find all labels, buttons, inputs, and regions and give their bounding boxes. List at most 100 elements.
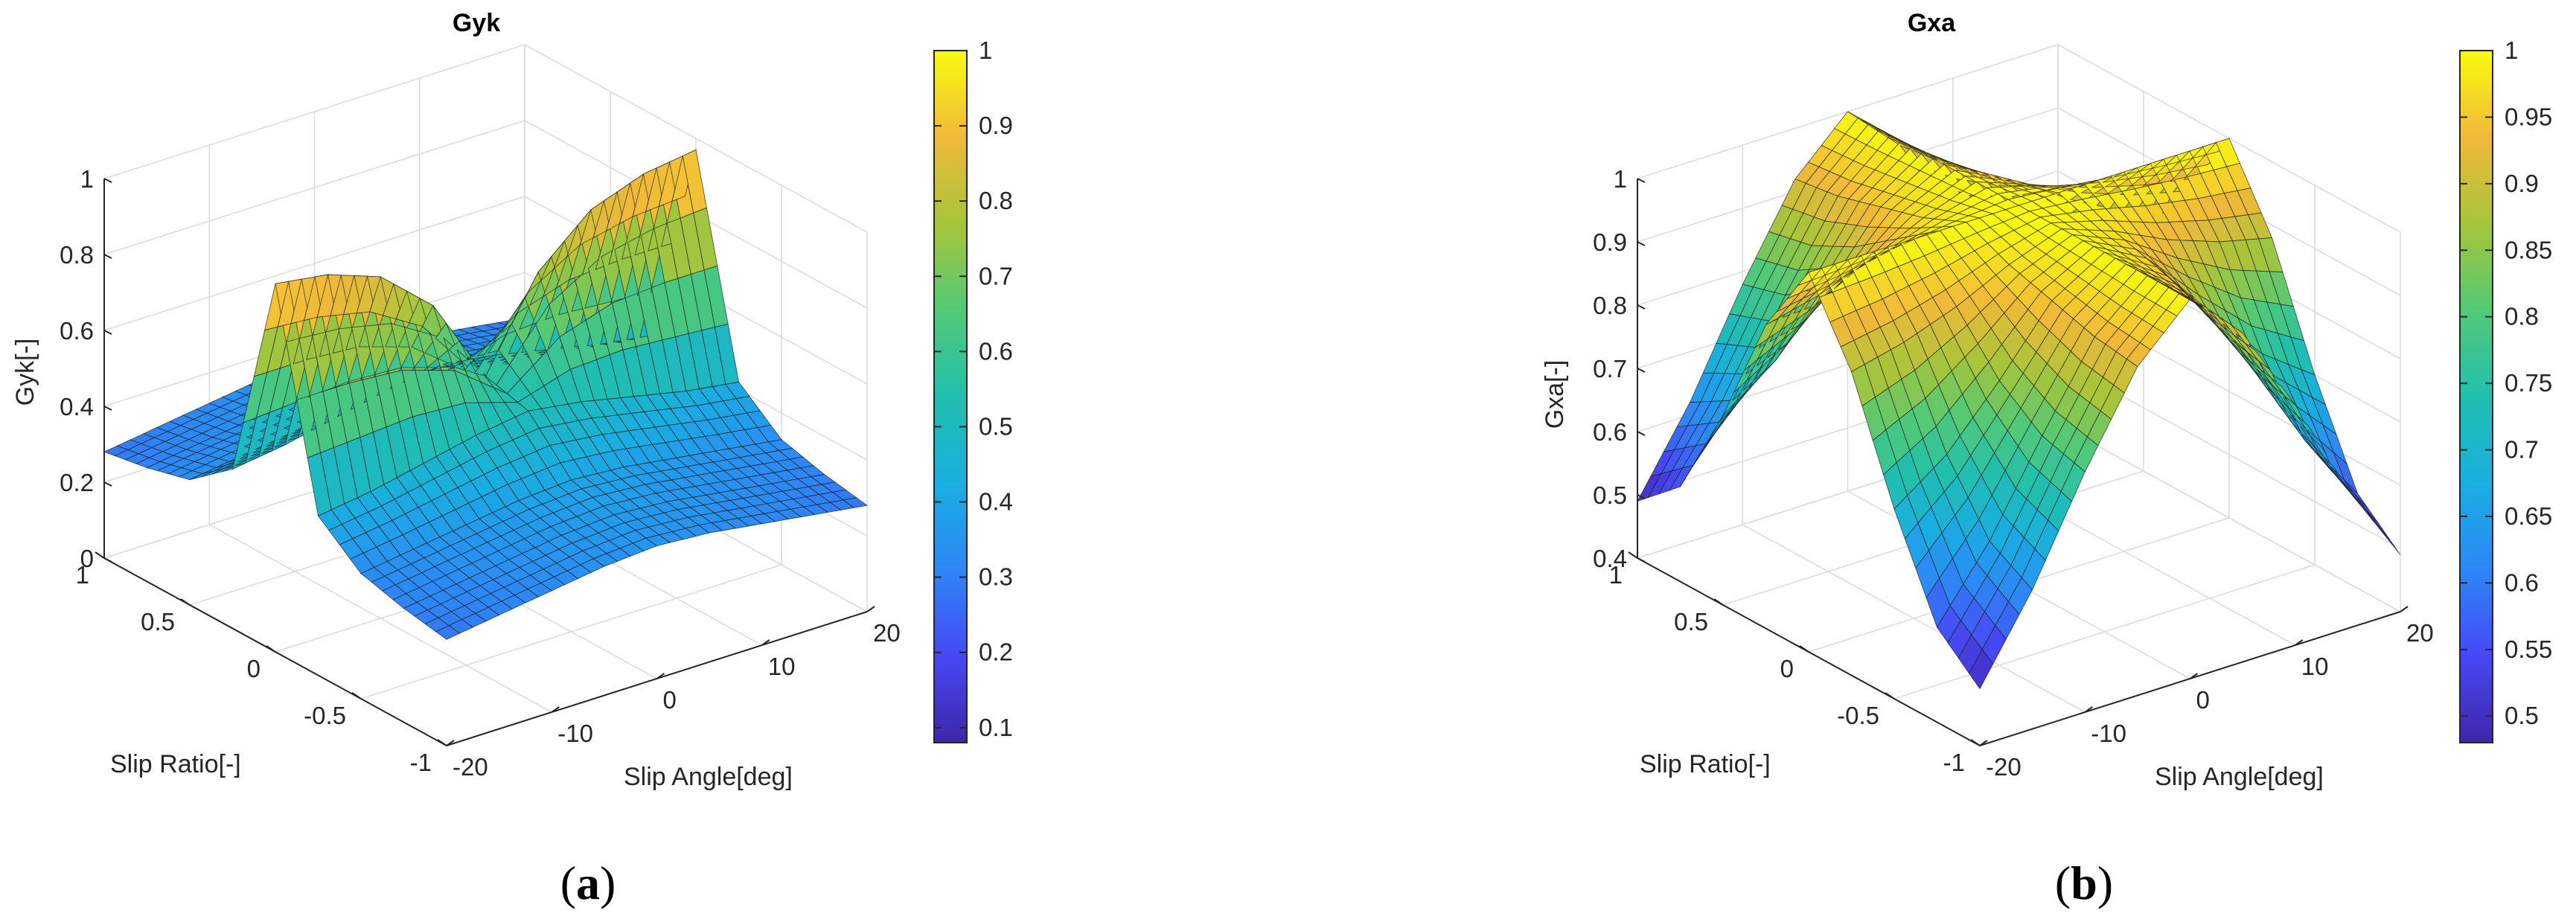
z-tick-mark <box>1637 241 1646 246</box>
y-tick-label: -1 <box>410 749 432 776</box>
colorbar-tick-label: 0.9 <box>979 112 1013 139</box>
y-tick-mark <box>1628 551 1638 559</box>
x-tick-mark <box>2189 673 2199 679</box>
z-tick-label: 0.4 <box>60 393 94 420</box>
z-tick-label: 1 <box>1614 165 1627 193</box>
colorbar-tick-label: 0.3 <box>979 563 1013 591</box>
b-colorbar-ticks: 0.5 0.55 0.6 0.65 0.7 0.75 0.8 0.85 0.9 0.95 1 <box>2460 36 2552 729</box>
y-tick-label: 0.5 <box>141 608 175 636</box>
z-tick-label: 0.4 <box>1593 545 1627 572</box>
b-zlabel: Gxa[-] <box>1541 360 1569 429</box>
colorbar-tick-label: 0.5 <box>979 412 1013 440</box>
colorbar-tick-label: 0.4 <box>979 488 1013 516</box>
x-tick-mark <box>446 740 455 746</box>
colorbar-tick-label: 0.7 <box>979 262 1013 289</box>
z-tick-mark <box>103 330 112 335</box>
surface-patch <box>842 497 869 508</box>
y-tick-label: 0.5 <box>1674 608 1708 636</box>
y-tick-mark <box>1713 598 1724 606</box>
y-tick-mark <box>95 551 105 559</box>
colorbar-tick-label: 0.6 <box>979 337 1013 365</box>
x-tick-mark <box>1979 740 1988 746</box>
wall-grid-line <box>103 120 525 255</box>
x-tick-label: -10 <box>557 720 593 747</box>
floor-grid-line <box>360 564 782 699</box>
colorbar-tick-label: 0.1 <box>979 714 1013 741</box>
y-tick-label: 1 <box>1609 561 1623 589</box>
z-tick-mark <box>1637 557 1646 563</box>
x-tick-mark <box>551 706 560 713</box>
y-tick-mark <box>1885 692 1895 699</box>
z-tick-mark <box>1637 494 1646 499</box>
wall-grid-line <box>103 196 525 331</box>
x-tick-mark <box>2295 639 2304 646</box>
x-tick-label: 0 <box>2196 686 2210 714</box>
colorbar-tick-label: 0.5 <box>2505 702 2539 729</box>
y-tick-label: -0.5 <box>1837 702 1879 729</box>
panel-b: -20-1001020-1-0.500.510.40.50.60.70.80.9… <box>1541 9 2552 909</box>
b-ylabel: Slip Ratio[-] <box>1640 750 1771 778</box>
z-tick-label: 1 <box>80 165 94 193</box>
wall-grid-line <box>103 44 525 179</box>
z-tick-mark <box>1637 178 1646 183</box>
b-title: Gxa <box>1908 9 1956 37</box>
floor-grid-line <box>1893 564 2315 699</box>
x-tick-mark <box>2400 606 2409 612</box>
colorbar-tick-label: 0.7 <box>2505 436 2539 464</box>
colorbar-tick-label: 0.65 <box>2505 502 2552 530</box>
colorbar-tick-label: 0.75 <box>2505 369 2552 397</box>
z-tick-mark <box>103 557 112 563</box>
z-tick-label: 0.5 <box>1593 481 1627 509</box>
x-tick-mark <box>656 673 665 679</box>
x-tick-mark <box>761 639 770 646</box>
colorbar-tick-label: 1 <box>2505 36 2518 64</box>
b-surface <box>1637 111 2401 690</box>
y-tick-mark <box>437 739 447 746</box>
z-tick-mark <box>103 406 112 411</box>
a-xlabel: Slip Angle[deg] <box>624 763 793 791</box>
y-tick-mark <box>266 645 276 653</box>
a-ylabel: Slip Ratio[-] <box>110 750 241 778</box>
colorbar-tick-label: 0.55 <box>2505 636 2552 663</box>
x-tick-label: 10 <box>2301 653 2329 680</box>
y-tick-mark <box>1970 739 1981 746</box>
b-ticks: -20-1001020-1-0.500.510.40.50.60.70.80.9… <box>1593 165 2434 781</box>
z-tick-label: 0.2 <box>60 469 94 496</box>
b-colorbar <box>2459 50 2493 743</box>
colorbar-tick-label: 0.95 <box>2505 103 2552 130</box>
y-tick-mark <box>180 598 191 606</box>
a-surface <box>103 149 869 640</box>
z-tick-label: 0.7 <box>1593 355 1627 382</box>
z-tick-label: 0.6 <box>60 317 94 345</box>
y-tick-mark <box>351 692 362 699</box>
a-colorbar-ticks: 0.1 0.2 0.3 0.4 0.5 0.6 0.7 0.8 0.9 1 <box>934 36 1013 741</box>
z-tick-mark <box>1637 431 1646 436</box>
colorbar-tick-label: 0.85 <box>2505 236 2552 263</box>
y-tick-label: 1 <box>76 561 89 589</box>
x-tick-label: -20 <box>1986 753 2022 781</box>
surface-patch <box>2376 523 2401 555</box>
b-caption: (b) <box>2055 857 2113 909</box>
z-tick-label: 0.8 <box>60 241 94 269</box>
colorbar-tick-label: 1 <box>979 36 992 64</box>
colorbar-tick-label: 0.6 <box>2505 569 2539 596</box>
z-tick-mark <box>103 481 112 487</box>
a-caption: (a) <box>560 857 616 909</box>
x-tick-label: 20 <box>2406 619 2434 647</box>
y-tick-label: -0.5 <box>304 702 346 729</box>
x-tick-label: 20 <box>873 619 901 647</box>
colorbar-tick-label: 0.8 <box>2505 303 2539 330</box>
colorbar-tick-label: 0.9 <box>2505 170 2539 197</box>
x-tick-mark <box>2084 706 2093 713</box>
z-tick-mark <box>103 254 112 259</box>
y-tick-label: 0 <box>247 655 261 682</box>
z-tick-mark <box>1637 304 1646 310</box>
a-colorbar <box>933 50 968 743</box>
z-tick-mark <box>103 178 112 183</box>
x-tick-label: -10 <box>2091 720 2126 747</box>
b-xlabel: Slip Angle[deg] <box>2155 763 2324 791</box>
x-tick-label: 10 <box>768 653 796 680</box>
